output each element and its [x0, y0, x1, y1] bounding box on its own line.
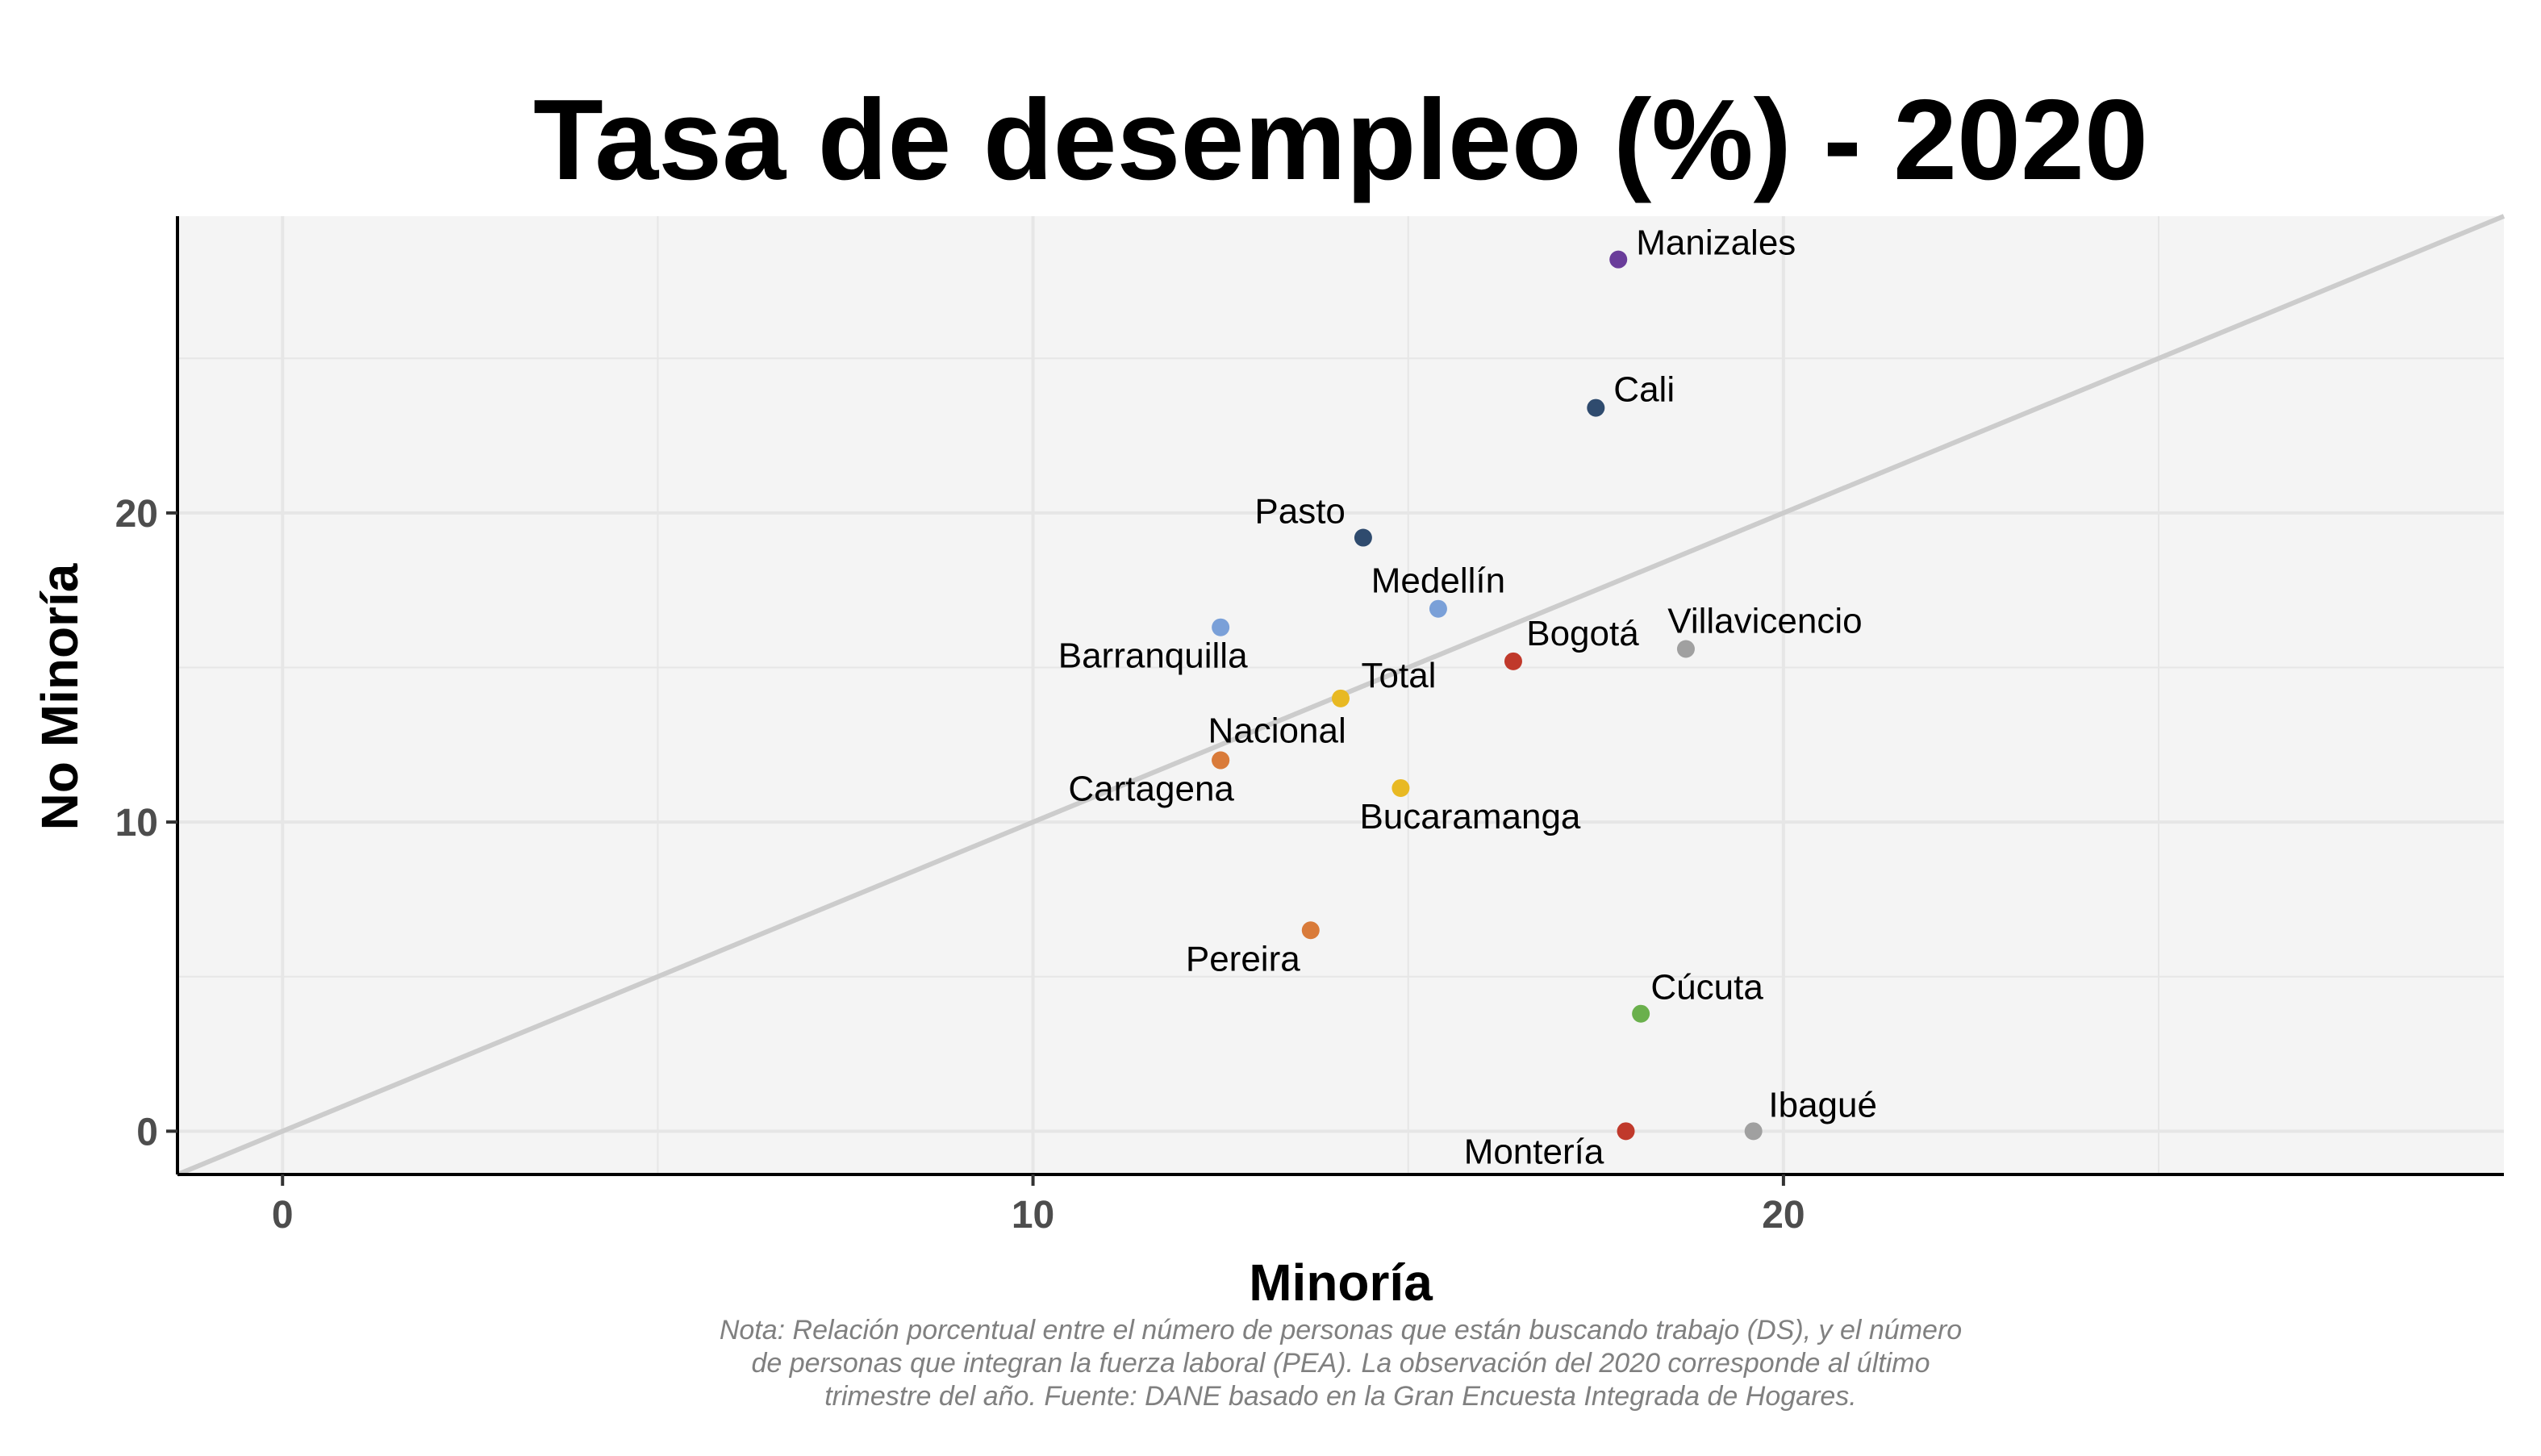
- point-label: Barranquilla: [1058, 636, 1248, 676]
- point-label: Cúcuta: [1650, 968, 1763, 1008]
- point-label: Ibagué: [1768, 1085, 1877, 1124]
- data-point: [1617, 1122, 1635, 1141]
- point-label: Villavicencio: [1667, 602, 1862, 641]
- point-label: Pereira: [1186, 939, 1300, 978]
- data-point: [1504, 652, 1522, 670]
- point-label: Bucaramanga: [1359, 797, 1580, 836]
- point-label: Cali: [1613, 370, 1675, 410]
- data-point: [1212, 751, 1230, 770]
- point-label: Bogotá: [1526, 614, 1639, 653]
- note-line-1: Nota: Relación porcentual entre el númer…: [720, 1315, 1962, 1345]
- x-tick-label: 20: [1762, 1194, 1805, 1237]
- point-label: Montería: [1464, 1132, 1604, 1171]
- data-point: [1609, 250, 1628, 269]
- data-point: [1301, 921, 1320, 940]
- point-label: Cartagena: [1068, 769, 1234, 808]
- data-point: [1632, 1004, 1650, 1023]
- chart-title: Tasa de desempleo (%) - 2020: [533, 76, 2148, 204]
- point-label: Nacional: [1208, 711, 1346, 750]
- point-label: Manizales: [1636, 223, 1796, 263]
- y-tick-label: 20: [115, 493, 158, 536]
- data-point: [1354, 528, 1372, 547]
- data-point: [1332, 689, 1350, 707]
- y-tick-label: 10: [115, 802, 158, 845]
- note-line-3: trimestre del año. Fuente: DANE basado e…: [824, 1381, 1857, 1412]
- plot-area: 0 10 20 0 10 20 Manizales Cali Pasto Medellín Barr…: [115, 214, 2506, 1237]
- x-tick-label: 0: [272, 1194, 294, 1237]
- data-point: [1212, 618, 1230, 636]
- data-point: [1429, 599, 1447, 618]
- note-line-2: de personas que integran la fuerza labor…: [751, 1348, 1930, 1379]
- data-point: [1587, 398, 1605, 417]
- data-point: [1392, 778, 1410, 797]
- point-label: Pasto: [1254, 492, 1346, 532]
- x-axis-title: Minoría: [1249, 1254, 1433, 1312]
- y-axis-title: No Minoría: [31, 563, 89, 830]
- point-label: Total: [1362, 656, 1437, 695]
- data-point: [1676, 640, 1695, 658]
- point-label: Medellín: [1371, 561, 1505, 601]
- data-point: [1744, 1122, 1763, 1141]
- y-tick-label: 0: [136, 1111, 158, 1154]
- x-tick-label: 10: [1012, 1194, 1054, 1237]
